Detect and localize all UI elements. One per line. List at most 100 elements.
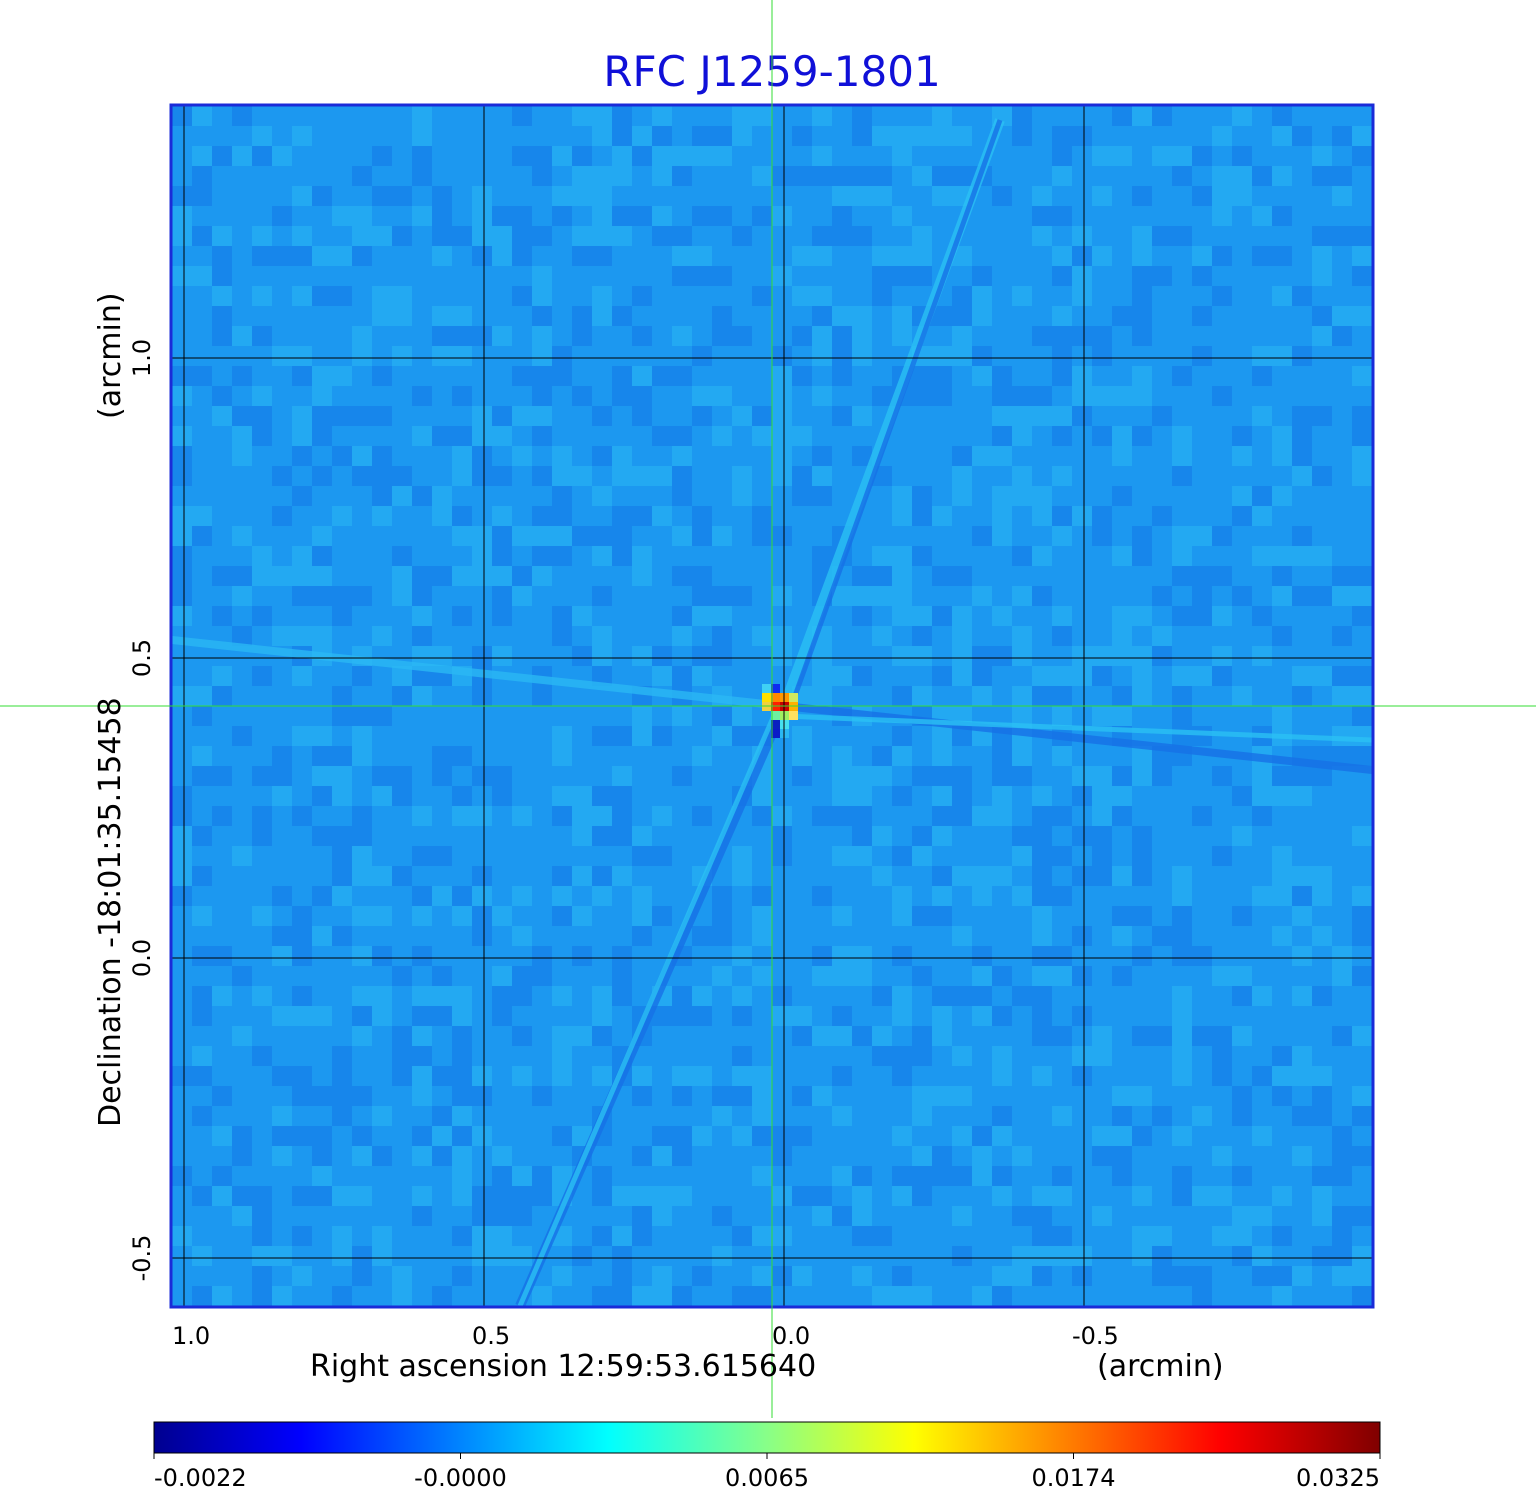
noise-pixel	[1352, 686, 1372, 706]
noise-pixel	[772, 846, 792, 866]
noise-pixel	[692, 1006, 712, 1026]
noise-pixel	[632, 406, 652, 426]
noise-pixel	[1352, 426, 1372, 446]
noise-pixel	[972, 446, 992, 466]
noise-pixel	[592, 646, 612, 666]
noise-pixel	[532, 346, 552, 366]
noise-pixel	[1012, 286, 1032, 306]
noise-pixel	[752, 1106, 772, 1126]
noise-pixel	[212, 1286, 232, 1306]
noise-pixel	[452, 466, 472, 486]
noise-pixel	[1312, 146, 1332, 166]
noise-pixel	[252, 1226, 272, 1246]
noise-pixel	[1052, 626, 1072, 646]
noise-pixel	[592, 526, 612, 546]
noise-pixel	[452, 386, 472, 406]
noise-pixel	[1112, 906, 1132, 926]
noise-pixel	[632, 126, 652, 146]
noise-pixel	[1172, 726, 1192, 746]
noise-pixel	[912, 826, 932, 846]
noise-pixel	[1032, 586, 1052, 606]
noise-pixel	[412, 1086, 432, 1106]
noise-pixel	[492, 326, 512, 346]
sidelobe-streak	[787, 119, 1003, 711]
noise-pixel	[692, 586, 712, 606]
noise-pixel	[472, 226, 492, 246]
noise-pixel	[512, 286, 532, 306]
noise-pixel	[432, 246, 452, 266]
noise-pixel	[592, 406, 612, 426]
noise-pixel	[732, 1126, 752, 1146]
noise-pixel	[912, 546, 932, 566]
noise-pixel	[852, 1026, 872, 1046]
noise-pixel	[1332, 686, 1352, 706]
noise-pixel	[392, 546, 412, 566]
noise-pixel	[1212, 606, 1232, 626]
noise-pixel	[1152, 506, 1172, 526]
noise-pixel	[392, 346, 412, 366]
noise-pixel	[1132, 946, 1152, 966]
noise-pixel	[612, 226, 632, 246]
noise-pixel	[852, 126, 872, 146]
noise-pixel	[1192, 246, 1212, 266]
noise-pixel	[1272, 426, 1292, 446]
noise-pixel	[292, 666, 312, 686]
noise-pixel	[1132, 1026, 1152, 1046]
noise-pixel	[752, 1066, 772, 1086]
noise-pixel	[572, 806, 592, 826]
noise-pixel	[972, 346, 992, 366]
noise-pixel	[1252, 206, 1272, 226]
noise-pixel	[1292, 946, 1312, 966]
noise-pixel	[832, 406, 852, 426]
noise-pixel	[1352, 266, 1372, 286]
noise-pixel	[332, 506, 352, 526]
noise-pixel	[612, 126, 632, 146]
noise-pixel	[1012, 546, 1032, 566]
noise-pixel	[432, 186, 452, 206]
noise-pixel	[1032, 1186, 1052, 1206]
noise-pixel	[1292, 1146, 1312, 1166]
noise-pixel	[912, 626, 932, 646]
noise-pixel	[892, 1166, 912, 1186]
source-pixel	[762, 693, 771, 702]
noise-pixel	[232, 1126, 252, 1146]
noise-pixel	[892, 886, 912, 906]
noise-pixel	[1252, 786, 1272, 806]
noise-pixel	[752, 786, 772, 806]
noise-pixel	[1172, 666, 1192, 686]
noise-pixel	[912, 1186, 932, 1206]
noise-pixel	[792, 326, 812, 346]
noise-pixel	[252, 1286, 272, 1306]
noise-pixel	[572, 606, 592, 626]
noise-pixel	[372, 366, 392, 386]
noise-pixel	[252, 606, 272, 626]
noise-pixel	[852, 186, 872, 206]
noise-pixel	[1132, 186, 1152, 206]
noise-pixel	[872, 566, 892, 586]
noise-pixel	[972, 966, 992, 986]
noise-pixel	[832, 326, 852, 346]
noise-pixel	[1352, 1146, 1372, 1166]
noise-pixel	[452, 1086, 472, 1106]
noise-pixel	[532, 1086, 552, 1106]
noise-pixel	[1012, 1206, 1032, 1226]
noise-pixel	[1112, 306, 1132, 326]
noise-pixel	[712, 726, 732, 746]
noise-pixel	[312, 386, 332, 406]
noise-pixel	[1092, 186, 1112, 206]
noise-pixel	[392, 766, 412, 786]
noise-pixel	[952, 446, 972, 466]
noise-pixel	[972, 946, 992, 966]
noise-pixel	[212, 666, 232, 686]
noise-pixel	[1172, 1026, 1192, 1046]
noise-pixel	[592, 626, 612, 646]
noise-pixel	[932, 1006, 952, 1026]
noise-pixel	[992, 426, 1012, 446]
noise-pixel	[672, 326, 692, 346]
noise-pixel	[492, 786, 512, 806]
noise-pixel	[1032, 686, 1052, 706]
noise-pixel	[532, 506, 552, 526]
noise-pixel	[592, 986, 612, 1006]
noise-pixel	[372, 1006, 392, 1026]
noise-pixel	[992, 186, 1012, 206]
